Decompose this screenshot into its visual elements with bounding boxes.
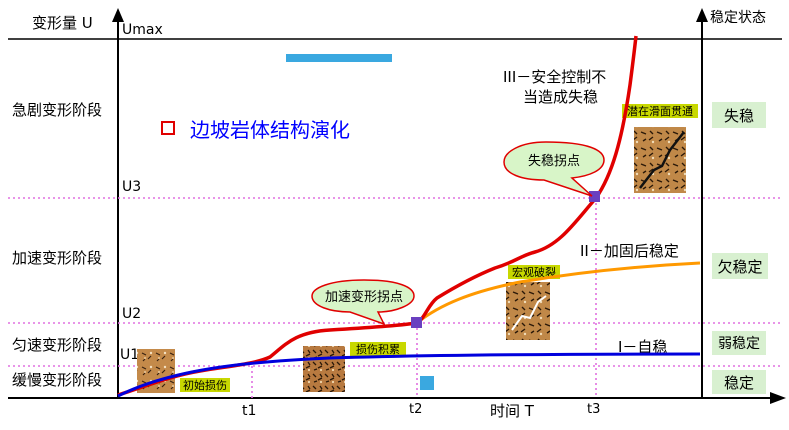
t1-label: t1 [242, 403, 256, 419]
curve-i-label: I－自稳 [618, 338, 667, 356]
state-axis-arrow [696, 8, 708, 22]
state-box-unstable [712, 102, 766, 128]
failure-inflection-marker [589, 191, 600, 202]
rock-image-accumulation [303, 346, 345, 392]
cyan-square [420, 376, 434, 390]
x-axis-arrow [770, 392, 786, 404]
state-under-stable: 欠稳定 [717, 258, 762, 276]
curve-i [117, 352, 701, 398]
stage-rapid: 急剧变形阶段 [12, 101, 102, 119]
rock-label-sliding: 潜在滑面贯通 [627, 104, 693, 118]
callout-accel-label: 加速变形拐点 [325, 289, 403, 305]
u2-label: U2 [122, 306, 141, 322]
y-axis-arrow [112, 8, 124, 22]
rock-image-sliding [634, 127, 686, 193]
curve-ii-label: II－加固后稳定 [580, 242, 679, 260]
tag-initial-damage [180, 378, 230, 392]
u1-label: U1 [120, 347, 139, 363]
curve-iii-label-2: 当造成失稳 [523, 88, 598, 106]
rock-label-initial: 初始损伤 [183, 378, 227, 392]
tag-sliding-surface [622, 104, 698, 118]
threshold-lines [8, 197, 782, 367]
stage-accelerated: 加速变形阶段 [12, 249, 102, 267]
fracture-line [511, 295, 547, 331]
state-weak-stable: 弱稳定 [718, 336, 760, 352]
tag-macro-fracture [508, 265, 560, 279]
tag-damage-accumulation [350, 342, 406, 356]
rock-label-macro: 宏观破裂 [512, 265, 556, 279]
stage-slow: 缓慢变形阶段 [12, 371, 102, 389]
umax-label: Umax [122, 22, 163, 38]
callout-failure [503, 141, 605, 197]
accel-inflection-marker [411, 317, 422, 328]
x-axis-label: 时间 T [490, 402, 535, 420]
curve-iii-label-1: III－安全控制不 [503, 68, 606, 86]
state-unstable: 失稳 [724, 107, 754, 125]
time-markers [251, 198, 597, 398]
sliding-crack [639, 131, 685, 189]
legend-square-icon [161, 121, 175, 135]
u3-label: U3 [122, 179, 141, 195]
state-box-stable [712, 370, 766, 394]
y-axis-label: 变形量 U [32, 14, 93, 32]
t3-label: t3 [587, 402, 600, 417]
curve-ii [417, 261, 701, 324]
state-stable: 稳定 [724, 374, 754, 392]
rock-label-accumulation: 损伤积累 [356, 342, 400, 356]
cyan-bar [286, 54, 392, 62]
t2-label: t2 [409, 402, 422, 417]
state-box-under-stable [712, 253, 768, 279]
state-header: 稳定状态 [710, 10, 766, 26]
callout-failure-label: 失稳拐点 [528, 153, 580, 169]
state-box-weak-stable [712, 331, 766, 355]
legend-label: 边坡岩体结构演化 [190, 118, 350, 142]
callout-accel [311, 279, 415, 326]
rock-image-macro [506, 282, 550, 340]
stage-uniform: 匀速变形阶段 [12, 336, 102, 354]
curve-iii [415, 35, 638, 325]
